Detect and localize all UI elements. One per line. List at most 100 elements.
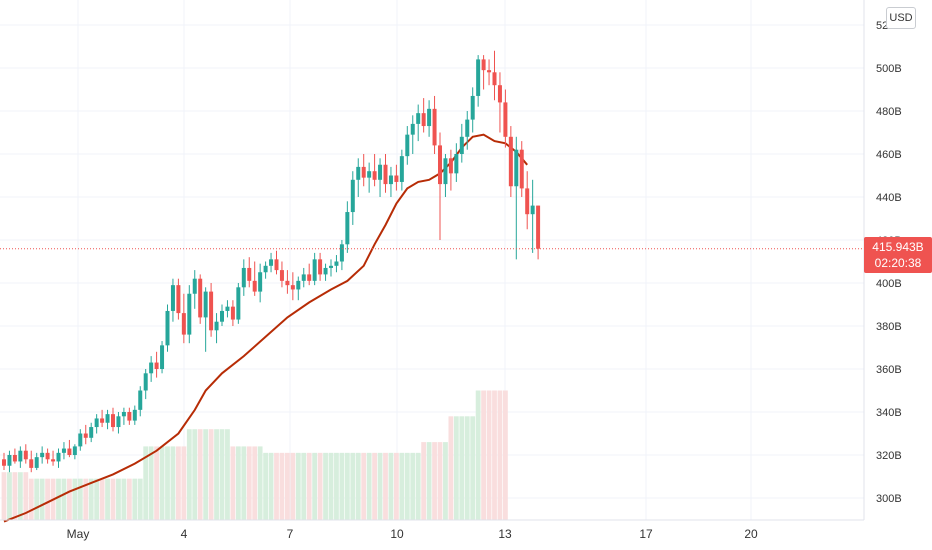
- volume-bar: [208, 429, 214, 520]
- candle-body: [7, 455, 12, 466]
- volume-bar: [475, 390, 481, 520]
- candle-body: [301, 274, 306, 281]
- volume-bar: [497, 390, 503, 520]
- candle-down: [290, 272, 295, 301]
- candle-body: [279, 270, 284, 281]
- volume-bar: [241, 446, 247, 520]
- volume-bar: [137, 478, 143, 520]
- volume-bar: [165, 446, 170, 520]
- volume-bar: [443, 442, 448, 520]
- volume-bar: [334, 452, 339, 520]
- candle-body: [323, 267, 328, 275]
- volume-bar: [464, 416, 470, 520]
- volume-bar: [94, 478, 100, 520]
- candle-body: [290, 285, 295, 290]
- candle-up: [301, 267, 306, 288]
- candle-body: [18, 450, 23, 462]
- volume-bar: [257, 446, 263, 520]
- candle-body: [100, 418, 105, 423]
- candle-body: [154, 362, 159, 369]
- candle-down: [438, 132, 442, 240]
- candle-body: [220, 310, 224, 322]
- candle-up: [399, 149, 404, 191]
- y-tick-label: 380B: [876, 321, 902, 333]
- candle-down: [372, 154, 377, 187]
- y-tick-label: 500B: [876, 63, 902, 75]
- candle-down: [274, 250, 279, 275]
- candle-body: [149, 362, 154, 374]
- candle-down: [45, 448, 50, 464]
- volume-bar: [1, 472, 7, 520]
- volume-bar: [23, 472, 29, 520]
- candle-body: [170, 285, 175, 311]
- volume-bar: [45, 478, 50, 520]
- volume-bar: [470, 416, 476, 520]
- volume-bar: [39, 478, 45, 520]
- volume-bar: [225, 429, 230, 520]
- candle-down: [279, 261, 284, 288]
- volume-bar: [110, 478, 116, 520]
- candle-down: [383, 154, 388, 193]
- volume-bar: [99, 478, 105, 520]
- volume-bar: [383, 452, 388, 520]
- bar-countdown: 02:20:38: [874, 256, 922, 270]
- candle-up: [214, 313, 219, 344]
- candle-body: [40, 452, 45, 458]
- candle-down: [83, 424, 88, 445]
- volume-bar: [274, 452, 279, 520]
- candle-body: [388, 175, 393, 185]
- volume-bar: [7, 472, 12, 520]
- volume-bar: [181, 446, 187, 520]
- candle-body: [383, 164, 388, 185]
- candle-up: [149, 356, 154, 382]
- candle-down: [307, 263, 312, 286]
- currency-button[interactable]: USD: [886, 7, 916, 29]
- candle-body: [514, 149, 519, 187]
- candle-body: [465, 119, 470, 137]
- candle-body: [312, 259, 317, 281]
- candle-up: [225, 300, 230, 318]
- candle-body: [138, 390, 143, 410]
- candle-body: [94, 418, 99, 428]
- volume-bar: [453, 416, 459, 520]
- volume-bar: [377, 452, 383, 520]
- x-tick-label: 17: [639, 527, 653, 541]
- candle-up: [56, 448, 61, 468]
- candle-body: [405, 134, 410, 157]
- candle-up: [89, 422, 94, 443]
- volume-bar: [170, 446, 176, 520]
- time-axis[interactable]: May 4 7 10 13 17 20: [67, 527, 758, 541]
- candle-body: [448, 158, 453, 174]
- candle-body: [127, 412, 132, 421]
- candle-body: [438, 145, 442, 185]
- candle-body: [258, 272, 263, 292]
- candle-up: [143, 369, 148, 400]
- candle-up: [72, 444, 77, 460]
- volume-bar: [116, 478, 121, 520]
- candle-up: [18, 446, 23, 468]
- candle-body: [334, 261, 339, 266]
- candle-up: [94, 414, 99, 434]
- candle-down: [23, 444, 28, 464]
- candle-down: [318, 252, 323, 281]
- y-tick-label: 300B: [876, 493, 902, 505]
- candle-body: [72, 446, 77, 455]
- candle-body: [481, 59, 486, 71]
- candle-body: [214, 321, 219, 331]
- candle-up: [427, 100, 432, 137]
- candle-body: [339, 244, 344, 262]
- candle-down: [481, 55, 486, 90]
- volume-bar: [415, 452, 421, 520]
- candle-down: [198, 274, 203, 324]
- candle-down: [230, 300, 235, 326]
- volume-bar: [67, 478, 72, 520]
- candle-up: [345, 201, 350, 253]
- candle-up: [40, 446, 45, 464]
- volume-bar: [361, 452, 367, 520]
- volume-bars: [1, 390, 508, 520]
- candle-body: [111, 414, 115, 428]
- volume-bar: [77, 478, 83, 520]
- candle-body: [105, 414, 110, 423]
- candle-body: [83, 433, 88, 438]
